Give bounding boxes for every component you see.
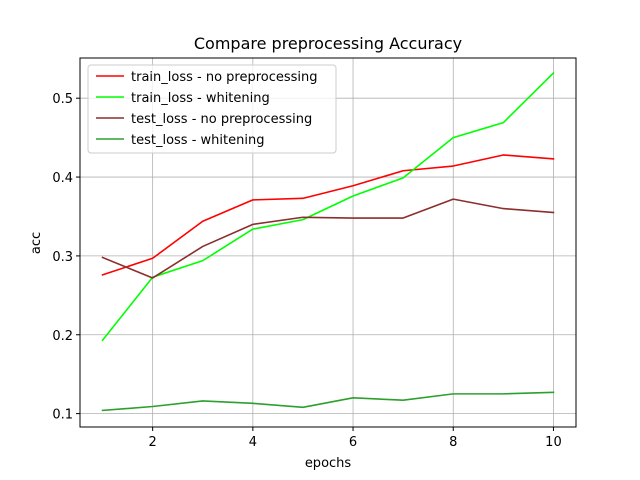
legend-box xyxy=(87,64,337,154)
legend-label: test_loss - no preprocessing xyxy=(131,112,312,127)
y-tick-label: 0.5 xyxy=(52,92,73,107)
x-tick-label: 8 xyxy=(449,435,457,450)
x-tick-label: 2 xyxy=(149,435,157,450)
x-tick-label: 4 xyxy=(249,435,257,450)
x-axis-title: epochs xyxy=(305,456,352,471)
plot-frame xyxy=(79,57,577,428)
series-line-3 xyxy=(101,198,555,279)
legend-label: test_loss - whitening xyxy=(131,133,264,148)
y-tick-label: 0.3 xyxy=(52,250,73,265)
legend-label: train_loss - whitening xyxy=(131,91,270,106)
series-lines xyxy=(101,71,555,412)
series-line-1 xyxy=(101,154,555,276)
y-tick-label: 0.2 xyxy=(52,329,73,344)
x-tick-label: 6 xyxy=(349,435,357,450)
x-tick-label: 10 xyxy=(545,435,562,450)
series-line-2 xyxy=(101,71,555,342)
y-tick-label: 0.1 xyxy=(52,408,73,423)
series-line-4 xyxy=(101,391,555,412)
y-tick-label: 0.4 xyxy=(52,171,73,186)
legend-label: train_loss - no preprocessing xyxy=(131,70,318,85)
axis-ticks: 2 4 6 8 10 0.1 0.2 0.3 0.4 0.5 xyxy=(52,92,561,450)
chart-title: Compare preprocessing Accuracy xyxy=(194,34,462,53)
y-axis-title: acc xyxy=(29,232,44,254)
legend: train_loss - no preprocessing train_loss … xyxy=(87,64,337,154)
